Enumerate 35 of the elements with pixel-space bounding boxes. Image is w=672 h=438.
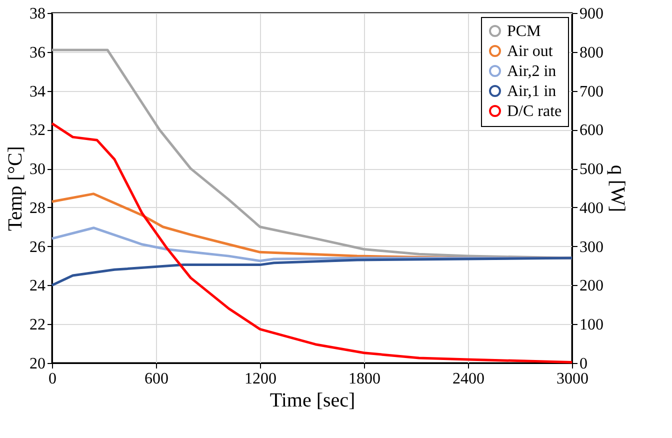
y-tick-label: 36	[30, 44, 46, 62]
y2-tick-label: 400	[580, 200, 604, 217]
y-tick-label: 24	[30, 278, 46, 295]
y-tick-label: 38	[30, 6, 46, 22]
x-tick-label: 0	[48, 370, 56, 388]
y-tick-label: 22	[30, 316, 46, 334]
x-tick-label: 1800	[348, 370, 380, 388]
y-axis-title: Temp [°C]	[4, 146, 26, 231]
x-tick-label: 1200	[244, 370, 276, 388]
y-tick-label: 28	[30, 200, 46, 217]
y-tick-label: 20	[30, 356, 46, 372]
x-tick-label: 3000	[556, 370, 588, 388]
y2-tick-label: 800	[580, 44, 604, 62]
y2-tick-label: 200	[580, 278, 604, 295]
y2-axis-title: q [W]	[606, 164, 628, 212]
y2-tick-label: 700	[580, 83, 604, 100]
legend-label: PCM	[507, 23, 541, 40]
y2-tick-label: 500	[580, 161, 604, 178]
line-series	[50, 256, 574, 286]
legend-label: D/C rate	[507, 103, 562, 120]
y2-tick-label: 600	[580, 122, 604, 140]
y2-tick-label: 0	[580, 356, 588, 372]
y2-tick-label: 100	[580, 316, 604, 334]
y-tick-label: 32	[30, 122, 46, 140]
y-tick-label: 30	[30, 161, 46, 178]
y-tick-label: 26	[30, 238, 46, 256]
y-tick-label: 34	[30, 83, 46, 100]
y2-tick-label: 300	[580, 238, 604, 256]
legend-label: Air out	[507, 43, 554, 60]
x-tick-label: 600	[144, 370, 168, 388]
x-axis-title: Time [sec]	[270, 390, 356, 412]
legend-label: Air,1 in	[507, 83, 556, 100]
legend-label: Air,2 in	[507, 63, 556, 80]
x-tick-label: 2400	[452, 370, 484, 388]
y2-tick-label: 900	[580, 6, 604, 22]
